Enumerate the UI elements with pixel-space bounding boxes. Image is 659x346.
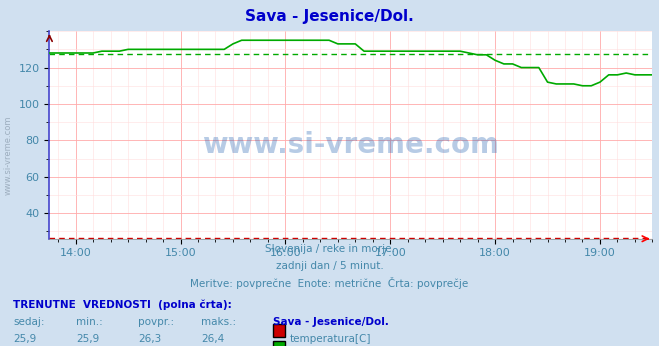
Text: sedaj:: sedaj:	[13, 317, 45, 327]
Text: zadnji dan / 5 minut.: zadnji dan / 5 minut.	[275, 261, 384, 271]
Text: Slovenija / reke in morje.: Slovenija / reke in morje.	[264, 244, 395, 254]
Text: 25,9: 25,9	[13, 334, 36, 344]
Text: temperatura[C]: temperatura[C]	[289, 334, 371, 344]
Text: maks.:: maks.:	[201, 317, 236, 327]
Text: 25,9: 25,9	[76, 334, 99, 344]
Text: www.si-vreme.com: www.si-vreme.com	[202, 131, 500, 159]
Text: www.si-vreme.com: www.si-vreme.com	[3, 116, 13, 195]
Text: povpr.:: povpr.:	[138, 317, 175, 327]
Text: 26,4: 26,4	[201, 334, 224, 344]
Text: 26,3: 26,3	[138, 334, 161, 344]
Text: Sava - Jesenice/Dol.: Sava - Jesenice/Dol.	[273, 317, 389, 327]
Text: Sava - Jesenice/Dol.: Sava - Jesenice/Dol.	[245, 9, 414, 24]
Text: TRENUTNE  VREDNOSTI  (polna črta):: TRENUTNE VREDNOSTI (polna črta):	[13, 299, 232, 310]
Text: Meritve: povprečne  Enote: metrične  Črta: povprečje: Meritve: povprečne Enote: metrične Črta:…	[190, 277, 469, 289]
Text: min.:: min.:	[76, 317, 103, 327]
